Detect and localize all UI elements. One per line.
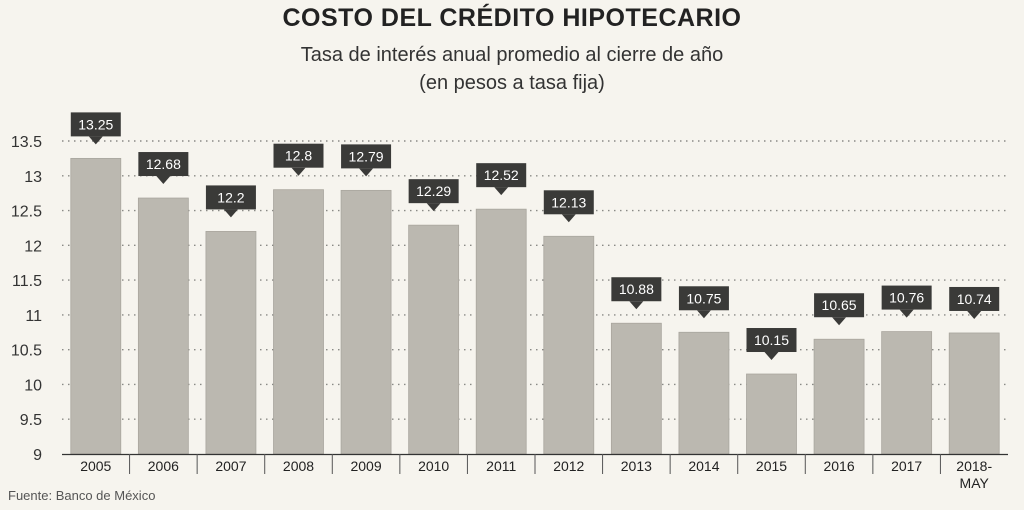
bar [70, 157, 122, 455]
bar [948, 332, 1000, 455]
data-label-box [881, 285, 932, 310]
bars [70, 157, 1000, 455]
data-label-box [408, 179, 459, 204]
bar [273, 189, 324, 455]
bar [610, 322, 662, 455]
bar [678, 331, 730, 455]
grid-lines [62, 140, 1008, 420]
y-tick-label: 9 [33, 447, 42, 464]
bar [137, 197, 189, 455]
y-tick-label: 13.5 [11, 134, 42, 151]
data-label-pointer [832, 317, 847, 326]
x-tick-label: 2017 [891, 458, 922, 474]
y-tick-label: 12 [24, 238, 42, 255]
x-tick-label: 2010 [418, 458, 449, 474]
x-tick-label: 2012 [553, 458, 584, 474]
y-tick-label: 12.5 [11, 204, 42, 221]
x-tick-label: 2018-MAY [956, 458, 992, 491]
x-tick-label: 2011 [486, 458, 516, 474]
y-tick-label: 10.5 [11, 343, 42, 360]
data-label-pointer [967, 310, 982, 319]
data-label: 12.79 [349, 148, 384, 164]
data-label: 10.88 [619, 281, 654, 297]
data-label-box [341, 144, 392, 169]
bar [881, 331, 933, 455]
data-label-box [949, 286, 1000, 311]
x-tick-label: 2009 [350, 458, 381, 474]
data-label-box [205, 185, 256, 210]
data-label-box [543, 190, 594, 215]
x-tick-label: 2007 [215, 458, 246, 474]
bar [408, 224, 460, 455]
bar [205, 231, 257, 455]
data-label: 10.75 [686, 290, 721, 306]
bar [543, 235, 595, 455]
x-tick-label: 2013 [621, 458, 652, 474]
data-label-pointer [494, 187, 509, 196]
x-tick-label: 2005 [80, 458, 111, 474]
data-label: 12.52 [484, 167, 519, 183]
data-label-box [476, 163, 527, 188]
y-tick-label: 13 [24, 169, 42, 186]
data-label-pointer [359, 168, 374, 177]
data-label-pointer [223, 209, 238, 218]
data-label: 12.29 [416, 183, 451, 199]
chart-subtitle-line1: Tasa de interés anual promedio al cierre… [300, 44, 724, 66]
x-tick-label: 2008 [283, 458, 314, 474]
x-tick-label: 2015 [756, 458, 787, 474]
data-label-pointer [696, 310, 711, 319]
data-label-pointer [764, 352, 779, 361]
y-tick-label: 11 [25, 308, 42, 325]
data-label: 12.13 [551, 194, 586, 210]
bar [813, 338, 865, 455]
data-label: 12.8 [285, 148, 312, 164]
chart-subtitle-line2: (en pesos a tasa fija) [419, 72, 605, 94]
data-label-box [273, 143, 324, 168]
data-label: 13.25 [78, 116, 113, 132]
x-tick-label: 2014 [688, 458, 719, 474]
bar [475, 208, 527, 455]
data-label-pointer [899, 309, 914, 318]
data-label-box [138, 152, 189, 177]
bar [340, 189, 392, 455]
data-label-box [70, 112, 121, 137]
data-label-box [611, 277, 662, 302]
x-tick-label: 2006 [148, 458, 179, 474]
data-label: 10.65 [822, 297, 857, 313]
bar [746, 373, 797, 455]
y-axis-ticks: 9 9.5 10 10.5 11 11.5 12 12.5 13 13.5 [11, 134, 42, 464]
data-label-box [814, 293, 865, 318]
chart-title: COSTO DEL CRÉDITO HIPOTECARIO [282, 4, 742, 32]
data-label: 10.74 [957, 291, 992, 307]
data-labels: 13.25 12.68 12.2 12.8 12.79 12.29 12.52 12.13 10… [70, 112, 1000, 361]
data-label-pointer [629, 301, 644, 310]
data-label: 10.15 [754, 332, 789, 348]
x-axis: 2005 2006 2007 2008 2009 2010 2011 2012 2013 2014… [62, 453, 1008, 491]
data-label-pointer [561, 214, 576, 223]
data-label-box [746, 328, 797, 353]
y-tick-label: 9.5 [20, 412, 42, 429]
data-label-box [678, 286, 729, 311]
x-tick-label: 2016 [823, 458, 854, 474]
data-label: 12.2 [217, 189, 244, 205]
y-tick-label: 11.5 [12, 273, 42, 290]
data-label: 12.68 [146, 156, 181, 172]
source-note: Fuente: Banco de México [8, 488, 156, 503]
data-label-pointer [156, 176, 171, 185]
y-tick-label: 10 [24, 377, 42, 394]
data-label-pointer [88, 136, 103, 145]
data-label-pointer [426, 203, 441, 212]
data-label-pointer [291, 167, 306, 176]
data-label: 10.76 [889, 290, 924, 306]
